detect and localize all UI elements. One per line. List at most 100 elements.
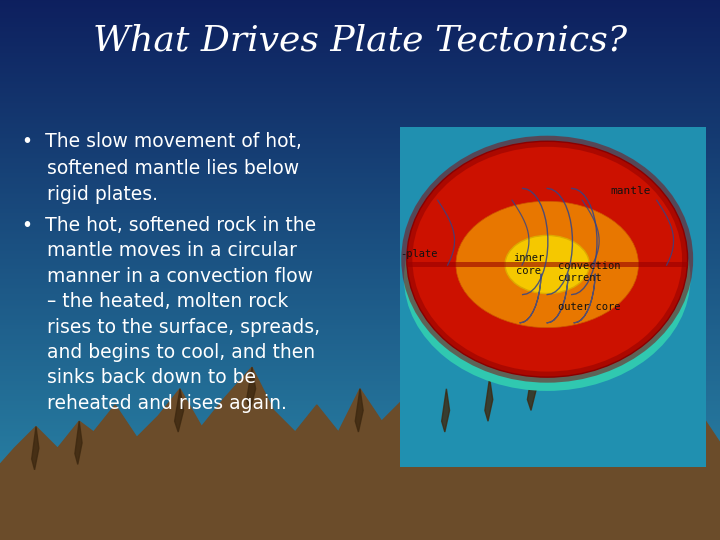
Bar — [0, 289, 720, 291]
Bar — [0, 205, 720, 206]
Bar — [0, 338, 720, 339]
Bar — [0, 471, 720, 472]
Bar — [0, 244, 720, 246]
Bar — [0, 33, 720, 35]
Bar — [0, 420, 720, 421]
Bar — [0, 103, 720, 104]
Text: and begins to cool, and then: and begins to cool, and then — [47, 343, 315, 362]
Bar — [0, 79, 720, 81]
Bar — [0, 6, 720, 8]
Text: convection
current: convection current — [559, 261, 621, 283]
Bar — [0, 214, 720, 216]
Polygon shape — [0, 367, 720, 540]
Text: inner
core: inner core — [513, 253, 544, 275]
Bar — [0, 132, 720, 134]
Bar — [0, 112, 720, 113]
Bar — [0, 336, 720, 338]
Bar — [0, 253, 720, 254]
Bar — [0, 442, 720, 443]
Bar — [0, 397, 720, 399]
Bar — [0, 451, 720, 453]
Bar — [0, 530, 720, 532]
Bar — [0, 14, 720, 15]
Bar — [0, 389, 720, 390]
Bar — [0, 316, 720, 317]
Bar — [0, 382, 720, 383]
Bar — [0, 192, 720, 193]
Bar — [0, 300, 720, 301]
Bar — [0, 163, 720, 165]
Bar — [0, 201, 720, 202]
Bar — [0, 494, 720, 496]
Bar — [0, 89, 720, 90]
Bar — [0, 87, 720, 89]
Bar — [0, 144, 720, 146]
Bar — [0, 483, 720, 485]
Bar — [0, 40, 720, 42]
Bar — [0, 284, 720, 285]
Bar — [0, 136, 720, 138]
Bar — [0, 408, 720, 409]
Bar — [0, 49, 720, 50]
Bar — [0, 406, 720, 408]
Bar — [0, 292, 720, 293]
Bar — [0, 160, 720, 162]
Bar — [0, 485, 720, 486]
Bar — [0, 151, 720, 152]
Bar — [0, 377, 720, 378]
Bar — [0, 525, 720, 526]
Bar — [0, 119, 720, 120]
Bar — [0, 330, 720, 332]
Bar — [0, 256, 720, 258]
Bar — [0, 16, 720, 17]
Bar — [0, 482, 720, 483]
Polygon shape — [75, 421, 82, 464]
Bar — [0, 111, 720, 112]
Bar — [0, 66, 720, 68]
Bar — [0, 148, 720, 150]
Bar — [0, 359, 720, 361]
Bar — [0, 535, 720, 536]
Bar — [0, 307, 720, 308]
Bar — [0, 278, 720, 280]
Bar — [0, 273, 720, 274]
Bar — [0, 303, 720, 305]
Bar — [0, 127, 720, 128]
Bar — [0, 84, 720, 85]
Text: What Drives Plate Tectonics?: What Drives Plate Tectonics? — [93, 24, 627, 57]
Bar — [0, 143, 720, 144]
Bar — [0, 521, 720, 523]
Bar — [0, 313, 720, 314]
Bar — [0, 43, 720, 45]
Bar — [0, 460, 720, 462]
Bar — [0, 216, 720, 217]
Bar — [0, 173, 720, 174]
Bar — [0, 177, 720, 178]
Bar — [0, 281, 720, 282]
Bar — [0, 399, 720, 400]
Bar — [0, 293, 720, 294]
Bar — [0, 321, 720, 322]
Bar — [0, 301, 720, 302]
Bar — [0, 456, 720, 458]
Bar — [0, 518, 720, 519]
Polygon shape — [526, 284, 573, 334]
Polygon shape — [32, 427, 39, 470]
Bar — [0, 468, 720, 470]
Bar — [0, 265, 720, 266]
Bar — [0, 297, 720, 298]
Bar — [0, 122, 720, 123]
Bar — [407, 262, 688, 267]
Bar — [0, 388, 720, 389]
Bar — [0, 489, 720, 490]
Bar — [0, 329, 720, 330]
Bar — [0, 528, 720, 529]
Bar — [0, 308, 720, 309]
Bar — [0, 507, 720, 508]
Bar — [0, 523, 720, 524]
Bar — [0, 500, 720, 501]
Bar — [0, 2, 720, 3]
Bar — [0, 322, 720, 324]
Bar — [0, 390, 720, 392]
Bar — [0, 448, 720, 449]
